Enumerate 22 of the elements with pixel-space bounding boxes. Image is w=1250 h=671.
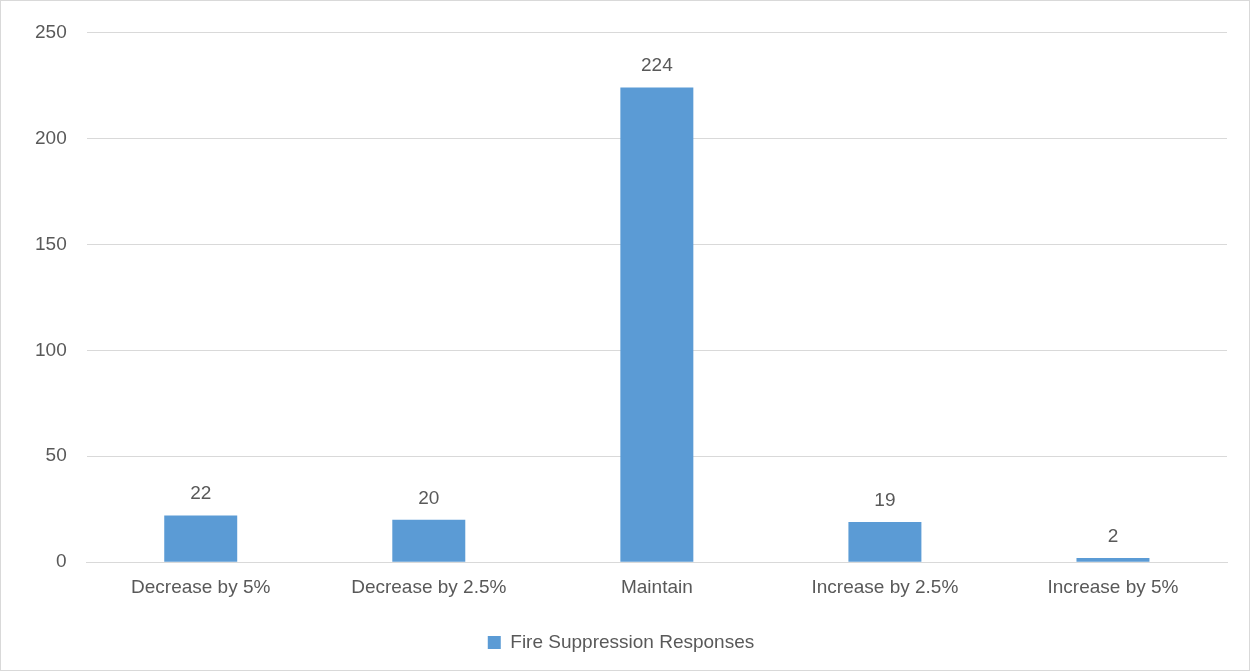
bar (848, 521, 922, 562)
data-label: 20 (418, 486, 440, 508)
x-tick-label: Decrease by 5% (131, 575, 271, 597)
bar (164, 515, 238, 562)
y-tick-label: 0 (56, 550, 67, 572)
data-label: 2 (1107, 524, 1119, 546)
bar (392, 519, 466, 562)
y-tick-label: 200 (35, 126, 67, 148)
y-tick-label: 150 (35, 232, 67, 254)
bar (620, 87, 694, 562)
y-tick-label: 100 (35, 338, 67, 360)
legend-label: Fire Suppression Responses (510, 630, 755, 652)
x-tick-label: Decrease by 2.5% (351, 575, 507, 597)
data-label: 22 (190, 482, 212, 504)
y-tick-label: 50 (45, 444, 67, 466)
x-tick-label: Maintain (620, 575, 693, 597)
x-tick-label: Increase by 5% (1047, 575, 1179, 597)
y-tick-label: 250 (35, 20, 67, 42)
data-label: 19 (874, 488, 896, 510)
data-label: 224 (641, 54, 674, 76)
bar (1076, 557, 1150, 562)
x-tick-label: Increase by 2.5% (811, 575, 959, 597)
